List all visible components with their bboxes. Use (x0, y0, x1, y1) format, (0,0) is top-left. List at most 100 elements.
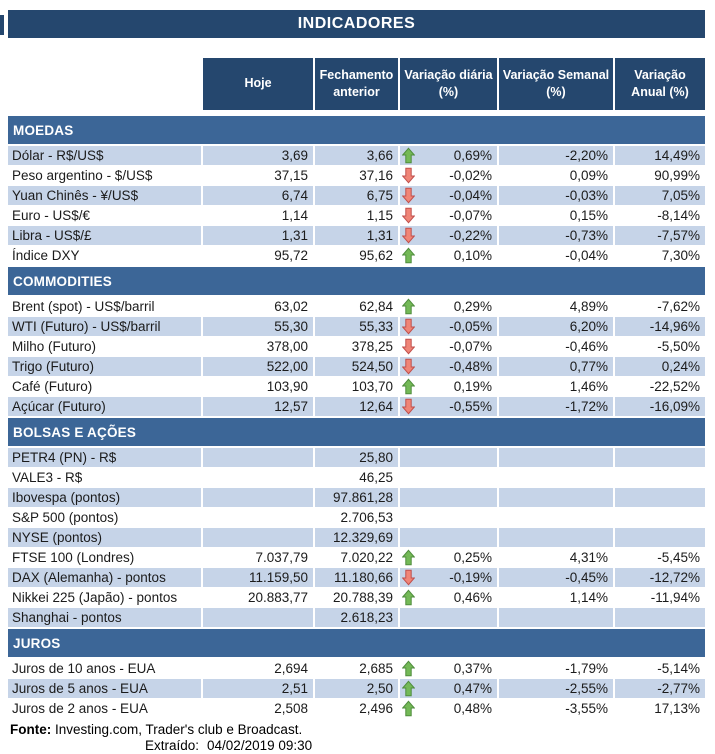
indicator-label: Ibovespa (pontos) (8, 488, 201, 507)
variacao-diaria-text: -0,19% (449, 570, 492, 585)
trend-arrow-up-icon (402, 680, 416, 697)
value-fechamento-anterior: 103,70 (351, 379, 393, 394)
value-variacao-diaria: -0,07% (400, 337, 497, 356)
indicator-label: Juros de 2 anos - EUA (12, 701, 148, 716)
extracted-timestamp: 04/02/2019 09:30 (207, 738, 313, 753)
value-variacao-diaria: 0,47% (400, 679, 497, 698)
value-variacao-semanal (499, 468, 613, 487)
indicator-label: Shanghai - pontos (8, 608, 201, 627)
trend-arrow-up-icon (402, 700, 416, 717)
value-hoje: 11.159,50 (203, 568, 313, 587)
report-footer: Fonte: Investing.com, Trader's club e Br… (10, 722, 707, 754)
value-fechamento-anterior: 11.180,66 (315, 568, 398, 587)
value-fechamento-anterior: 1,15 (366, 208, 393, 223)
indicator-label: Açúcar (Futuro) (8, 397, 201, 416)
indicator-label: NYSE (pontos) (8, 528, 201, 547)
table-section: COMMODITIES Brent (spot) - US$/barril 63… (8, 267, 705, 416)
indicator-label: Dólar - R$/US$ (8, 146, 201, 165)
value-variacao-semanal: 1,46% (569, 379, 608, 394)
table-row: Juros de 2 anos - EUA 2,508 2,496 0,48% … (8, 699, 705, 718)
value-fechamento-anterior: 2,496 (359, 701, 393, 716)
section-header: BOLSAS E AÇÕES (8, 418, 705, 446)
value-fechamento-anterior: 2,685 (359, 661, 393, 676)
value-hoje (203, 608, 313, 627)
value-hoje: 2,508 (274, 701, 308, 716)
variacao-diaria-text: 0,48% (453, 701, 492, 716)
value-fechamento-anterior: 378,25 (351, 339, 393, 354)
section-rows: Juros de 10 anos - EUA 2,694 2,685 0,37%… (8, 659, 705, 718)
value-fechamento-anterior: 95,62 (359, 248, 393, 263)
value-fechamento-anterior: 2,50 (315, 679, 398, 698)
value-variacao-diaria: 0,37% (400, 659, 497, 678)
value-fechamento-anterior: 6,75 (315, 186, 398, 205)
value-variacao-semanal: -0,73% (499, 226, 613, 245)
value-hoje: 12,57 (203, 397, 313, 416)
value-variacao-diaria: -0,55% (400, 397, 497, 416)
value-fechamento-anterior: 55,33 (315, 317, 398, 336)
variacao-diaria-text: -0,55% (449, 399, 492, 414)
table-row: Nikkei 225 (Japão) - pontos 20.883,77 20… (8, 588, 705, 607)
table-row: PETR4 (PN) - R$ 25,80 (8, 448, 705, 467)
value-variacao-semanal: -2,55% (499, 679, 613, 698)
trend-arrow-down-icon (402, 358, 416, 375)
value-fechamento-anterior: 62,84 (359, 299, 393, 314)
indicator-label: DAX (Alemanha) - pontos (8, 568, 201, 587)
indicator-label: Yuan Chinês - ¥/US$ (8, 186, 201, 205)
trend-arrow-up-icon (402, 378, 416, 395)
table-section: MOEDAS Dólar - R$/US$ 3,69 3,66 0,69% -2… (8, 116, 705, 265)
value-hoje: 522,00 (203, 357, 313, 376)
indicator-label: PETR4 (PN) - R$ (8, 448, 201, 467)
trend-arrow-down-icon (402, 187, 416, 204)
value-variacao-semanal: 1,14% (569, 590, 608, 605)
value-variacao-anual: -7,57% (615, 226, 705, 245)
table-row: DAX (Alemanha) - pontos 11.159,50 11.180… (8, 568, 705, 587)
table-row: Peso argentino - $/US$ 37,15 37,16 -0,02… (8, 166, 705, 185)
value-variacao-anual: -16,09% (615, 397, 705, 416)
value-fechamento-anterior: 2.706,53 (340, 510, 393, 525)
value-variacao-anual (615, 468, 705, 487)
value-variacao-semanal (499, 488, 613, 507)
column-header-fechamento-anterior: Fechamento anterior (315, 58, 398, 110)
indicator-label: Café (Futuro) (12, 379, 93, 394)
value-variacao-diaria: 0,25% (400, 548, 497, 567)
indicator-label: Juros de 5 anos - EUA (8, 679, 201, 698)
value-variacao-anual (615, 528, 705, 547)
value-variacao-semanal: -0,46% (565, 339, 608, 354)
variacao-diaria-text: 0,29% (453, 299, 492, 314)
value-variacao-diaria: 0,46% (400, 588, 497, 607)
table-row: Milho (Futuro) 378,00 378,25 -0,07% -0,4… (8, 337, 705, 356)
value-variacao-anual: 17,13% (654, 701, 700, 716)
value-fechamento-anterior: 524,50 (315, 357, 398, 376)
indicator-label: WTI (Futuro) - US$/barril (8, 317, 201, 336)
table-row: S&P 500 (pontos) 2.706,53 (8, 508, 705, 527)
value-variacao-anual: -11,94% (650, 590, 700, 605)
variacao-diaria-text: -0,48% (449, 359, 492, 374)
value-hoje (203, 528, 313, 547)
section-header: JUROS (8, 629, 705, 657)
value-variacao-semanal: -0,03% (499, 186, 613, 205)
trend-arrow-down-icon (402, 398, 416, 415)
trend-arrow-up-icon (402, 660, 416, 677)
value-variacao-semanal: -2,20% (499, 146, 613, 165)
table-row: Dólar - R$/US$ 3,69 3,66 0,69% -2,20% 14… (8, 146, 705, 165)
trend-arrow-up-icon (402, 247, 416, 264)
corner-notch (0, 15, 4, 35)
table-row: VALE3 - R$ 46,25 (8, 468, 705, 487)
report-title: INDICADORES (297, 15, 416, 32)
value-variacao-diaria (400, 488, 497, 507)
value-hoje: 378,00 (266, 339, 308, 354)
value-fechamento-anterior: 25,80 (315, 448, 398, 467)
value-variacao-diaria: 0,69% (400, 146, 497, 165)
variacao-diaria-text: 0,25% (453, 550, 492, 565)
extracted-line: Extraído: 04/02/2019 09:30 (10, 738, 707, 754)
value-variacao-anual: 7,30% (661, 248, 700, 263)
variacao-diaria-text: 0,46% (453, 590, 492, 605)
value-fechamento-anterior: 3,66 (315, 146, 398, 165)
value-variacao-diaria: -0,22% (400, 226, 497, 245)
report-title-banner: INDICADORES (8, 10, 705, 38)
table-row: Índice DXY 95,72 95,62 0,10% -0,04% 7,30… (8, 246, 705, 265)
table-row: Euro - US$/€ 1,14 1,15 -0,07% 0,15% -8,1… (8, 206, 705, 225)
value-variacao-diaria: 0,29% (400, 297, 497, 316)
section-title: MOEDAS (13, 122, 74, 138)
